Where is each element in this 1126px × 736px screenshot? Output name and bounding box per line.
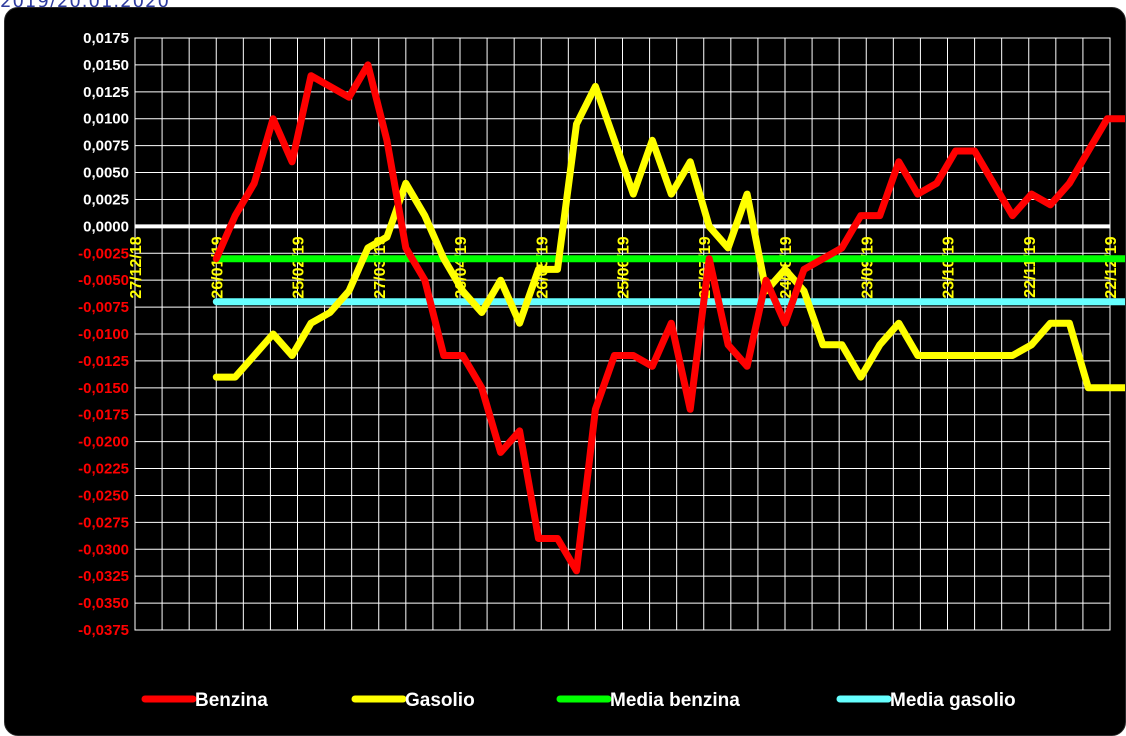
y-tick-label: 0,0025	[83, 191, 129, 208]
y-tick-label: 0,0100	[83, 111, 129, 128]
chart-frame: 0,0175 0,0150 0,0125 0,0100 0,0075 0,0050 0,00…	[4, 7, 1126, 736]
x-tick-label: 25/02/19	[291, 236, 308, 298]
x-axis-ticks: 27/12/18 26/01/19 25/02/19 27/03/19 26/04/19…	[128, 236, 1120, 298]
x-tick-label: 25/06/19	[616, 236, 633, 298]
y-tick-label: -0,0325	[78, 568, 129, 585]
y-tick-label: 0,0175	[83, 30, 129, 47]
y-tick-label: -0,0100	[78, 326, 129, 343]
y-tick-label: -0,0150	[78, 380, 129, 397]
x-tick-label: 27/12/18	[128, 236, 145, 298]
y-tick-label: 0,0075	[83, 138, 129, 155]
series-line-gasolio	[212, 82, 1125, 392]
legend: Benzina Gasolio Media benzina Media gasolio	[141, 690, 1016, 711]
x-tick-label: 23/10/19	[941, 236, 958, 298]
y-tick-label: -0,0350	[78, 595, 129, 612]
y-tick-label: -0,0200	[78, 434, 129, 451]
line-chart: 0,0175 0,0150 0,0125 0,0100 0,0075 0,0050 0,00…	[78, 30, 1125, 711]
y-tick-label: -0,0075	[78, 299, 129, 316]
y-tick-label: -0,0375	[78, 622, 129, 639]
y-tick-label: -0,0250	[78, 487, 129, 504]
legend-label: Benzina	[195, 690, 268, 711]
y-tick-label: 0,0000	[83, 218, 129, 235]
legend-label: Media benzina	[610, 690, 740, 711]
y-tick-label: -0,0275	[78, 514, 129, 531]
y-tick-label: -0,0225	[78, 461, 129, 478]
y-axis-ticks: 0,0175 0,0150 0,0125 0,0100 0,0075 0,0050 0,00…	[78, 30, 129, 639]
grid	[134, 37, 1111, 631]
y-tick-label: -0,0025	[78, 245, 129, 262]
series-line-benzina	[212, 61, 1125, 575]
y-tick-label: -0,0125	[78, 353, 129, 370]
y-tick-label: 0,0125	[83, 84, 129, 101]
y-tick-label: -0,0175	[78, 407, 129, 424]
legend-label: Gasolio	[405, 690, 475, 711]
x-tick-label: 22/11/19	[1022, 236, 1039, 298]
x-tick-label: 22/12/19	[1103, 236, 1120, 298]
y-tick-label: 0,0050	[83, 165, 129, 182]
series-lines	[212, 61, 1125, 575]
legend-label: Media gasolio	[890, 690, 1016, 711]
x-tick-label: 23/09/19	[859, 236, 876, 298]
y-tick-label: 0,0150	[83, 57, 129, 74]
x-tick-label: 27/03/19	[372, 236, 389, 298]
y-tick-label: -0,0050	[78, 272, 129, 289]
y-tick-label: -0,0300	[78, 541, 129, 558]
